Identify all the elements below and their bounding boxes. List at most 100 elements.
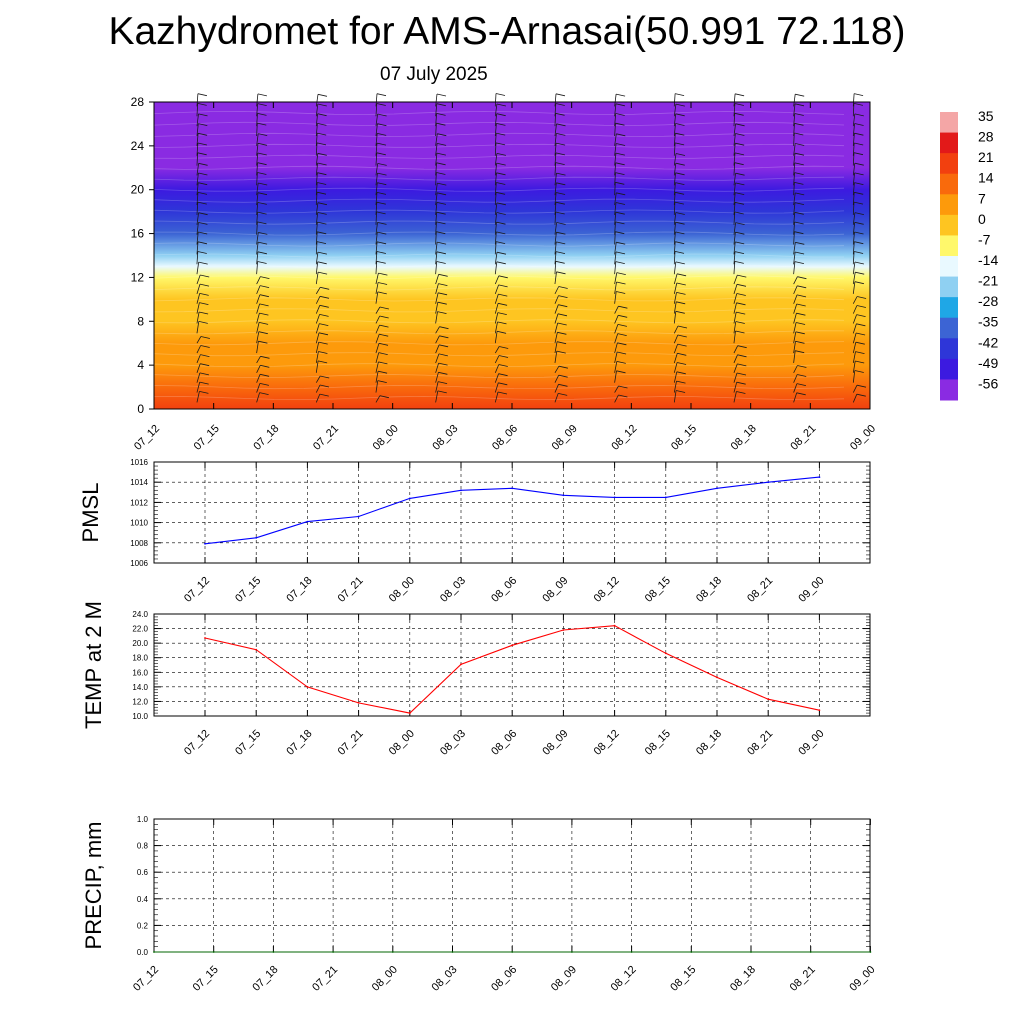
wind-barb xyxy=(435,192,438,206)
data-point xyxy=(255,648,258,651)
wind-barb-flag xyxy=(319,314,329,317)
wind-barb-flag xyxy=(735,241,745,245)
wind-barb xyxy=(673,192,676,206)
wind-barb xyxy=(435,231,437,245)
colorbar-swatch xyxy=(940,338,958,360)
wind-barb-flag xyxy=(737,354,747,358)
wind-barb xyxy=(256,113,258,127)
colorbar-swatch xyxy=(940,112,958,134)
wind-barb-flag xyxy=(856,314,866,317)
data-point xyxy=(809,951,812,953)
wind-barb-flag xyxy=(317,221,327,225)
wind-barb xyxy=(614,370,617,383)
data-point xyxy=(204,542,206,545)
wind-barb xyxy=(315,162,318,176)
isotherm-contour xyxy=(153,198,845,203)
wind-barb xyxy=(435,326,440,334)
wind-barb-flag xyxy=(496,113,506,117)
wind-barb-flag xyxy=(677,273,687,277)
wind-barb xyxy=(614,143,617,156)
isotherm-contour xyxy=(153,220,845,225)
wind-barb xyxy=(554,365,560,374)
wind-barb-flag xyxy=(735,222,745,225)
wind-barb-flag xyxy=(856,323,866,327)
wind-barb-flag xyxy=(258,133,268,136)
wind-barb-flag xyxy=(854,191,864,195)
wind-barb xyxy=(733,103,736,117)
wind-barb xyxy=(494,252,498,265)
wind-barb-flag xyxy=(498,275,508,279)
wind-barb-flag xyxy=(438,362,448,366)
isotherm-contour xyxy=(153,264,845,269)
wind-barb xyxy=(375,371,379,383)
wind-barb xyxy=(793,143,796,156)
wind-barb xyxy=(494,364,500,373)
wind-barb xyxy=(256,294,261,304)
wind-barb xyxy=(375,361,379,373)
wind-barb xyxy=(315,323,320,334)
wind-barb xyxy=(315,393,321,403)
wind-barb xyxy=(196,283,201,294)
wind-barb-flag xyxy=(556,271,566,275)
wind-barb-flag xyxy=(676,380,686,384)
wind-barb xyxy=(375,343,380,354)
wind-barb-flag xyxy=(379,324,389,328)
wind-barb-flag xyxy=(438,273,448,277)
x-tick-label: 08_03 xyxy=(438,575,468,605)
wind-barb-flag xyxy=(198,123,208,126)
wind-barb-flag xyxy=(735,182,745,186)
wind-barb-flag xyxy=(199,391,209,394)
colorbar-label: -14 xyxy=(978,252,998,268)
wind-barb xyxy=(256,93,259,107)
wind-barb xyxy=(852,222,856,235)
wind-barb-flag xyxy=(854,231,864,235)
wind-barb xyxy=(196,212,199,225)
isotherm-contour xyxy=(153,242,845,247)
isotherm-contour xyxy=(153,319,845,324)
x-tick-label: 07_12 xyxy=(131,964,161,994)
wind-barb xyxy=(256,182,259,196)
wind-barb-flag xyxy=(376,93,387,97)
wind-barb-flag xyxy=(379,306,389,310)
wind-barb xyxy=(375,324,380,334)
wind-barb xyxy=(673,325,679,334)
wind-barb xyxy=(435,133,438,146)
wind-barb-flag xyxy=(378,352,388,355)
wind-barb xyxy=(196,381,201,393)
colorbar-swatch xyxy=(940,235,958,257)
wind-barb-flag xyxy=(734,162,744,166)
wind-barb-flag xyxy=(796,322,806,325)
wind-barb xyxy=(852,103,855,117)
wind-barb-flag xyxy=(795,340,805,344)
wind-barb xyxy=(315,314,320,324)
wind-barb-flag xyxy=(615,152,625,156)
wind-barb xyxy=(256,133,259,146)
y-axis-label: TEMP at 2 M xyxy=(81,601,106,729)
wind-barb-flag xyxy=(496,162,506,166)
wind-barb-flag xyxy=(496,251,507,255)
wind-barb-flag xyxy=(376,192,387,195)
y-tick-label: 0.6 xyxy=(137,868,149,877)
wind-barb xyxy=(435,242,438,255)
wind-barb xyxy=(494,355,500,364)
wind-barb-flag xyxy=(558,295,568,298)
wind-barb xyxy=(494,275,500,285)
wind-barb-flag xyxy=(436,93,447,97)
wind-barb-flag xyxy=(259,294,269,298)
wind-barb-flag xyxy=(675,221,685,225)
wind-barb-flag xyxy=(437,241,447,245)
wind-barb xyxy=(614,212,617,225)
wind-barb xyxy=(196,372,201,383)
wind-barb-flag xyxy=(735,192,745,195)
wind-barb xyxy=(852,172,855,186)
wind-barb xyxy=(315,287,321,295)
wind-barb-flag xyxy=(854,93,864,96)
wind-barb-flag xyxy=(437,143,447,146)
wind-barb-flag xyxy=(197,192,208,195)
wind-barb xyxy=(793,383,798,393)
y-axis-label: PRECIP, mm xyxy=(81,822,106,950)
wind-barb xyxy=(673,292,677,304)
wind-barb-flag xyxy=(854,182,864,185)
wind-barb xyxy=(673,241,676,255)
